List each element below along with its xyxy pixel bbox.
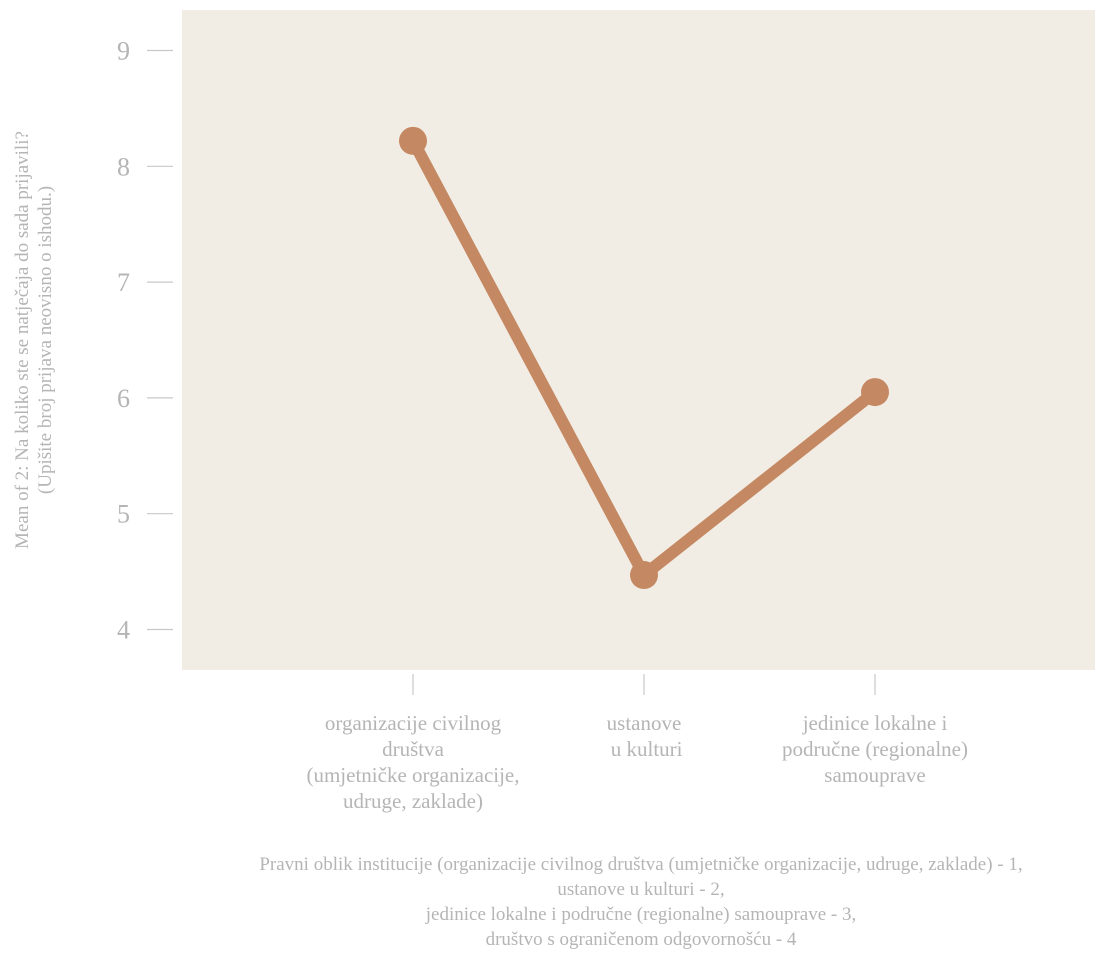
x-axis: organizacije civilnog društva (umjetničke … (306, 674, 968, 813)
y-tick-label: 5 (117, 500, 130, 529)
y-axis-title-line: (Upišite broj prijava neovisno o ishodu.… (35, 186, 56, 494)
y-tick-label: 4 (117, 615, 130, 644)
x-tick-label: jedinice lokalne i područne (regionalne) s… (782, 711, 968, 787)
series (399, 126, 889, 590)
x-tick-label-line: ustanove (607, 711, 682, 735)
x-tick-label-line: udruge, zaklade) (343, 789, 483, 813)
x-tick-label-line: samouprave (824, 763, 925, 787)
data-point (399, 126, 427, 155)
x-tick-label-line: organizacije civilnog (325, 711, 502, 735)
y-tick-label: 9 (117, 37, 130, 66)
y-tick-label: 6 (117, 384, 130, 413)
data-point (861, 378, 889, 407)
x-tick-label-line: društva (382, 737, 445, 761)
x-tick-label-line: jedinice lokalne i (802, 711, 948, 735)
y-tick-label: 8 (117, 152, 130, 181)
y-axis-title: Mean of 2: Na koliko ste se natječaja do… (12, 131, 56, 549)
x-axis-title-line: jedinice lokalne i područne (regionalne)… (425, 904, 857, 925)
y-axis: 4 5 6 7 8 9 (117, 37, 173, 644)
x-axis-title-line: društvo s ograničenom odgovornošću - 4 (486, 929, 797, 950)
y-axis-title-line: Mean of 2: Na koliko ste se natječaja do… (12, 131, 33, 549)
x-axis-title: Pravni oblik institucije (organizacije c… (259, 854, 1022, 950)
x-axis-title-line: Pravni oblik institucije (organizacije c… (259, 854, 1022, 875)
x-tick-label-line: u kulturi (606, 737, 683, 761)
data-point (630, 561, 658, 590)
y-axis-label: Mean of 2: Na koliko ste se natječaja do… (12, 131, 56, 549)
x-tick-label: ustanove u kulturi (606, 711, 683, 761)
x-axis-title-line: ustanove u kulturi - 2, (557, 879, 724, 900)
x-axis-label: Pravni oblik institucije (organizacije c… (259, 854, 1022, 950)
x-tick-label: organizacije civilnog društva (umjetničke … (306, 711, 519, 813)
y-tick-label: 7 (117, 268, 130, 297)
x-tick-label-line: (umjetničke organizacije, (306, 763, 519, 787)
x-tick-label-line: područne (regionalne) (782, 737, 968, 761)
